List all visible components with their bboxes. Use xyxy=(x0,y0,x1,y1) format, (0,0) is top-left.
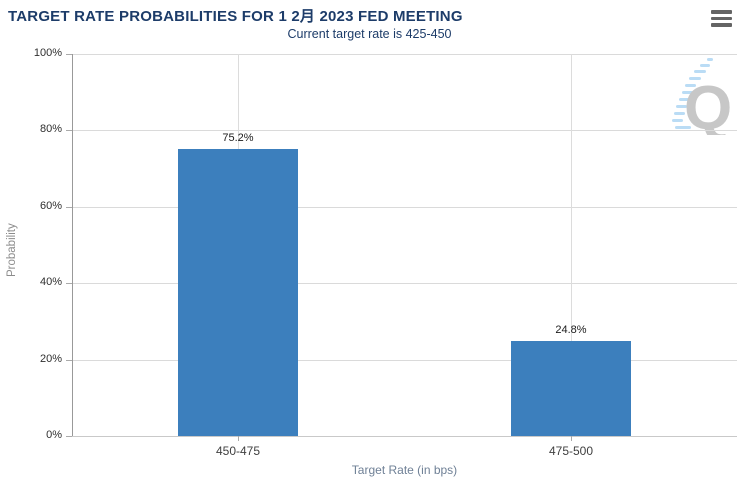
y-tick-label: 40% xyxy=(39,276,62,288)
y-tick-mark xyxy=(66,207,72,208)
y-tick-label: 20% xyxy=(39,353,62,365)
page-title: TARGET RATE PROBABILITIES FOR 1 2月 2023 … xyxy=(8,8,463,25)
y-tick-mark xyxy=(66,360,72,361)
y-tick-label: 60% xyxy=(39,200,62,212)
x-category-label: 475-500 xyxy=(548,444,594,458)
gridline xyxy=(72,283,737,284)
hamburger-icon xyxy=(711,10,732,27)
watermark-dashes xyxy=(672,58,713,129)
chart-menu-button[interactable] xyxy=(711,10,732,27)
y-tick-label: 0% xyxy=(46,429,62,441)
y-tick-mark xyxy=(66,54,72,55)
y-axis-line xyxy=(72,54,73,436)
x-tick-mark xyxy=(238,436,239,441)
x-category-label: 450-475 xyxy=(215,444,261,458)
gridline xyxy=(72,436,737,437)
x-tick-mark xyxy=(571,436,572,441)
y-tick-label: 100% xyxy=(33,47,62,59)
bar-475-500[interactable] xyxy=(511,341,631,436)
gridline xyxy=(72,54,737,55)
gridline xyxy=(72,130,737,131)
y-tick-mark xyxy=(66,283,72,284)
bar-value-label: 75.2% xyxy=(222,132,254,144)
quikstrike-watermark-logo: Q xyxy=(672,58,732,135)
y-tick-mark xyxy=(66,130,72,131)
bar-450-475[interactable] xyxy=(178,149,298,436)
x-axis-title: Target Rate (in bps) xyxy=(351,463,458,477)
y-tick-mark xyxy=(66,436,72,437)
gridline xyxy=(72,360,737,361)
y-axis-title: Probability xyxy=(6,223,18,277)
category-gridline xyxy=(571,54,572,436)
gridline xyxy=(72,207,737,208)
watermark-q-letter: Q xyxy=(684,74,732,135)
y-tick-label: 80% xyxy=(39,123,62,135)
bar-value-label: 24.8% xyxy=(555,324,587,336)
chart-subtitle: Current target rate is 425-450 xyxy=(287,27,452,41)
